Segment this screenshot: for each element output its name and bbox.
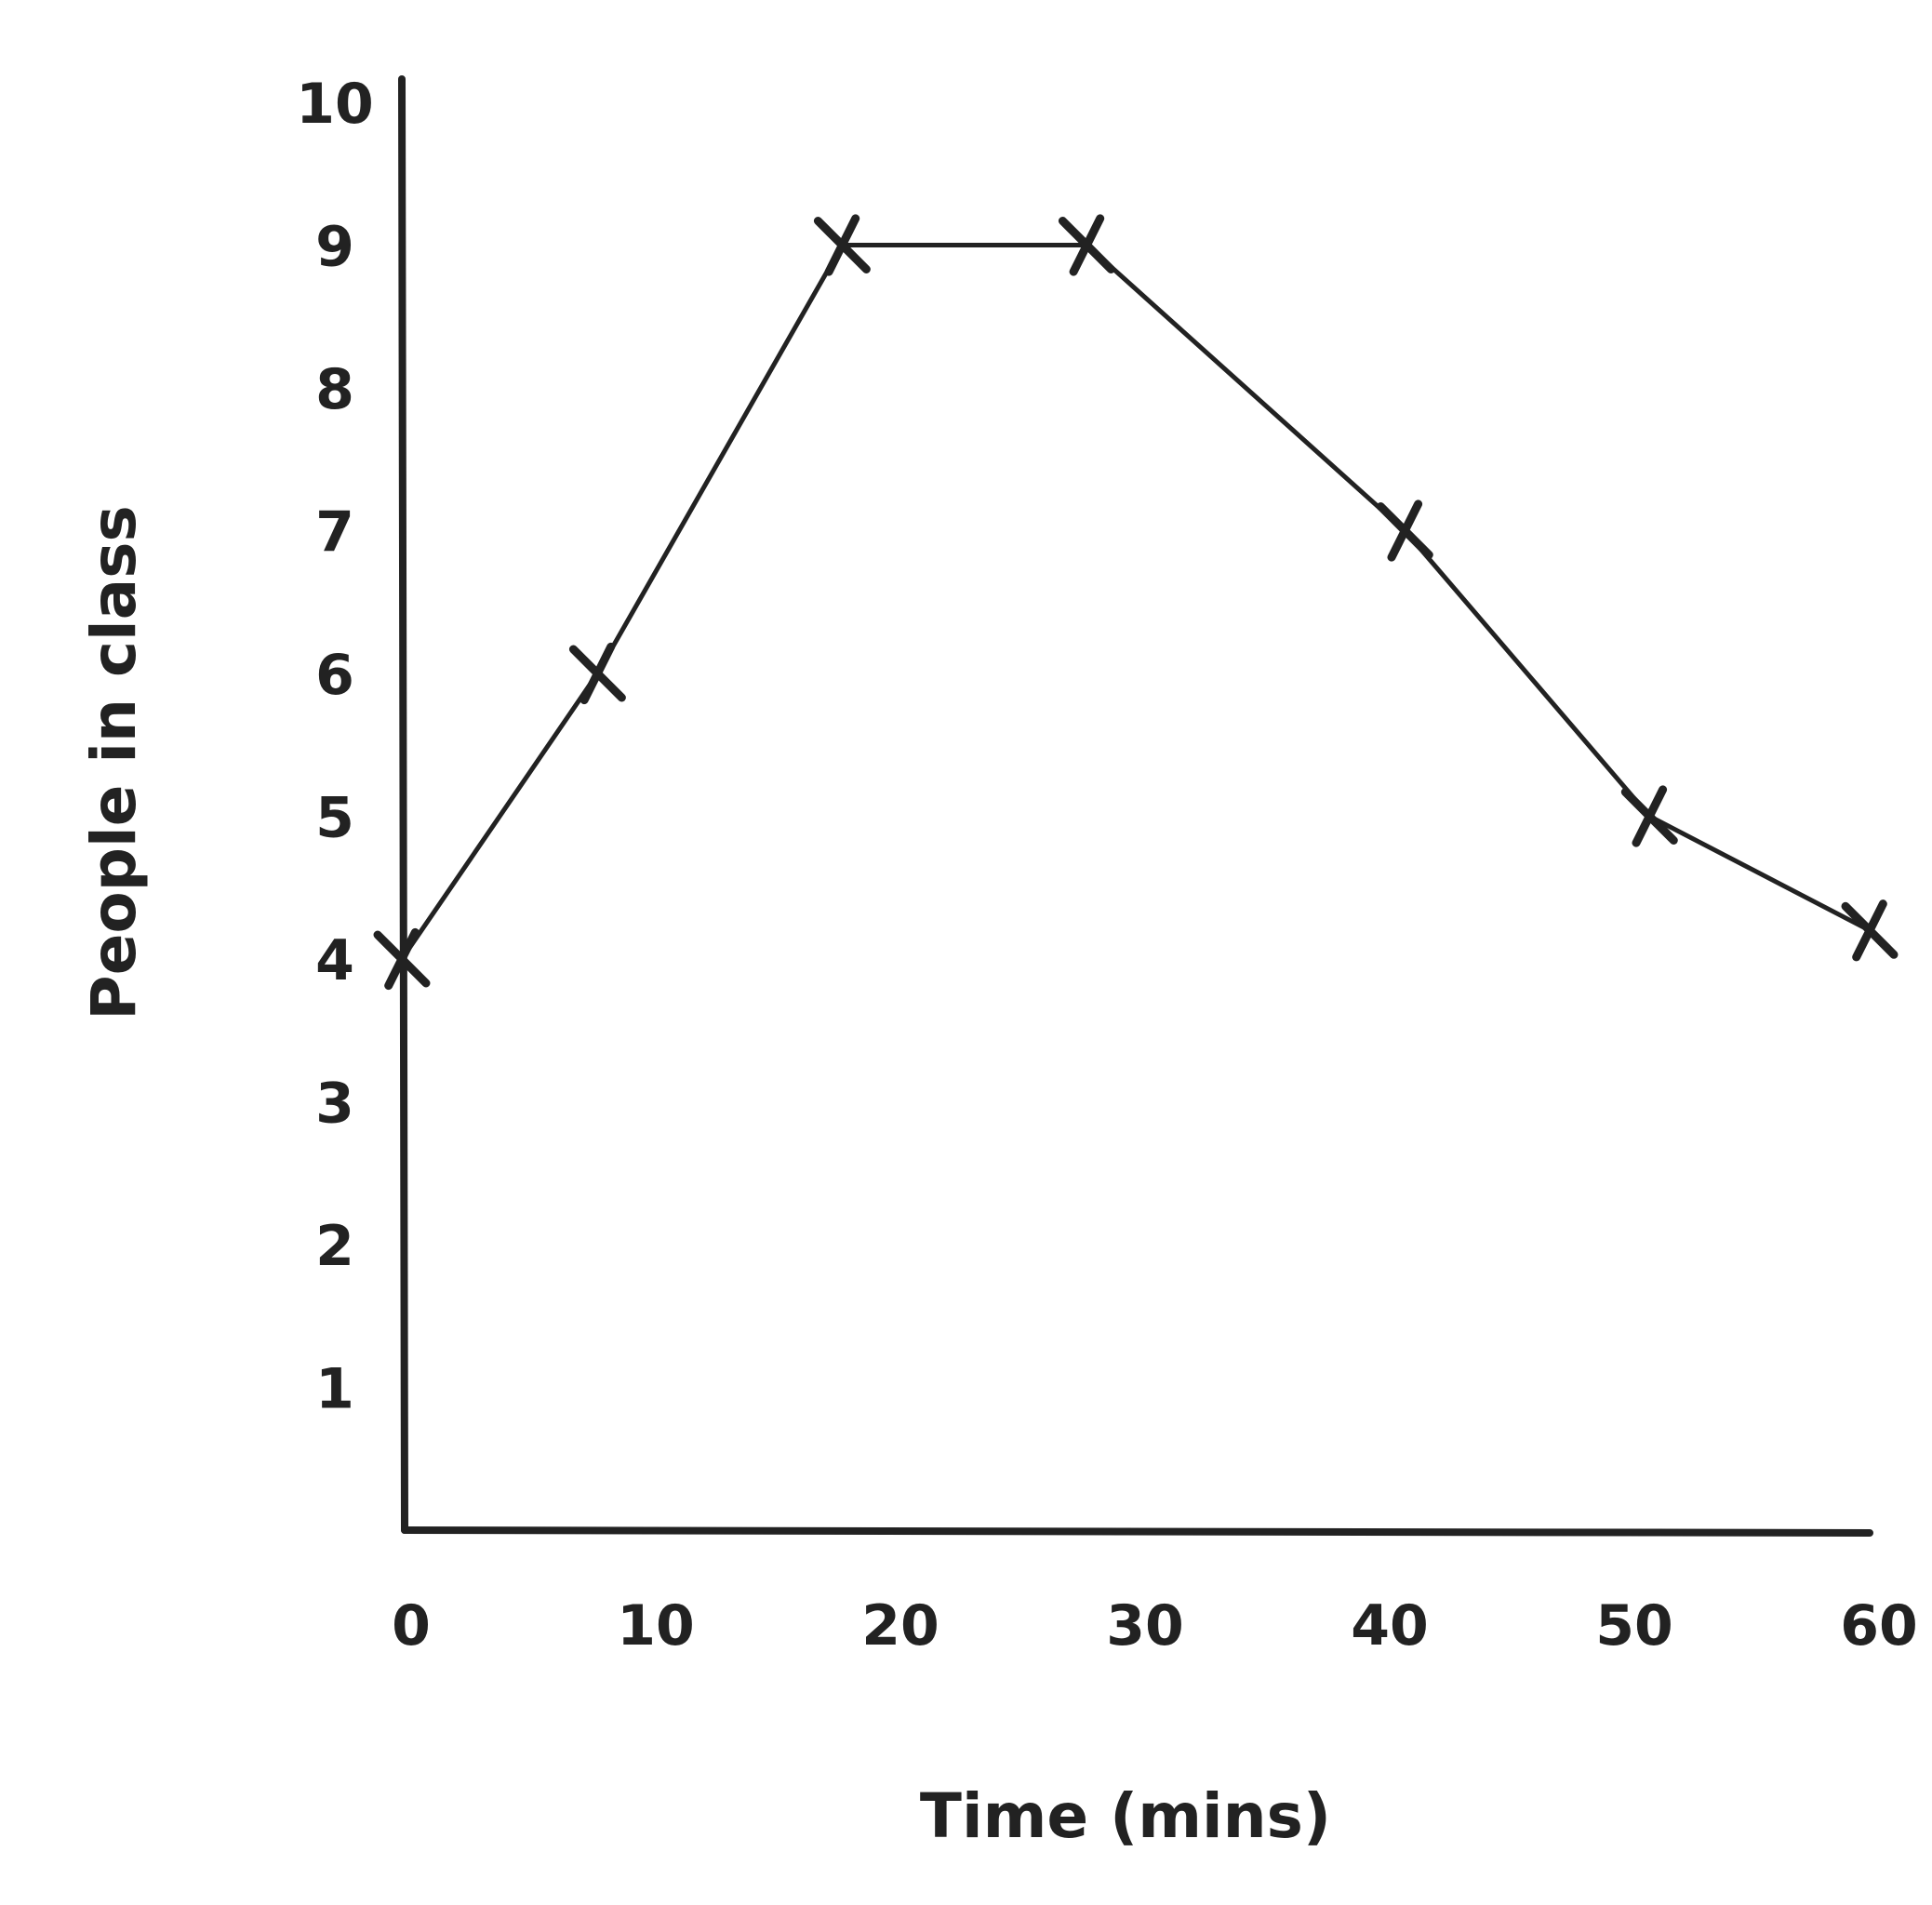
marker-stroke: [1069, 214, 1105, 276]
x-tick-label: 40: [1351, 1593, 1429, 1659]
x-tick-label: 10: [617, 1593, 695, 1659]
y-tick-label: 8: [315, 357, 354, 422]
y-axis-line: [398, 75, 408, 1534]
series-line: [399, 243, 1872, 961]
y-tick-label: 10: [296, 72, 374, 137]
data-point-marker: [568, 642, 626, 705]
x-axis-line: [401, 1526, 1873, 1537]
x-tick-label: 30: [1106, 1593, 1184, 1659]
axes: [398, 75, 1873, 1537]
data-point-marker: [813, 214, 871, 276]
x-tick-labels: 0 10 20 30 40 50 60: [392, 1593, 1918, 1659]
marker-stroke: [1632, 785, 1668, 847]
data-point-marker: [1376, 500, 1433, 562]
x-tick-label: 60: [1840, 1593, 1918, 1659]
y-tick-label: 2: [315, 1214, 354, 1279]
data-point-marker: [1620, 785, 1678, 847]
y-tick-label: 6: [315, 643, 354, 708]
x-tick-label: 0: [392, 1593, 431, 1659]
y-tick-label: 9: [315, 215, 354, 280]
data-point-marker: [373, 927, 431, 991]
y-tick-label: 5: [315, 786, 354, 851]
marker-stroke: [824, 214, 860, 276]
series-group: [373, 214, 1899, 991]
data-point-marker: [1058, 214, 1115, 276]
x-axis-title: Time (mins): [920, 1780, 1331, 1852]
x-tick-label: 50: [1595, 1593, 1673, 1659]
marker-stroke: [384, 927, 420, 991]
marker-stroke: [580, 642, 616, 705]
y-tick-label: 4: [315, 928, 354, 993]
x-tick-label: 20: [861, 1593, 939, 1659]
y-axis-title: People in class: [78, 505, 150, 1020]
marker-stroke: [1852, 899, 1887, 962]
y-tick-labels: 1 2 3 4 5 6 7 8 9 10: [296, 72, 374, 1422]
y-tick-label: 1: [315, 1357, 354, 1422]
marker-stroke: [1387, 500, 1423, 562]
data-point-marker: [1841, 899, 1899, 962]
y-tick-label: 3: [315, 1072, 354, 1137]
y-tick-label: 7: [315, 500, 354, 566]
